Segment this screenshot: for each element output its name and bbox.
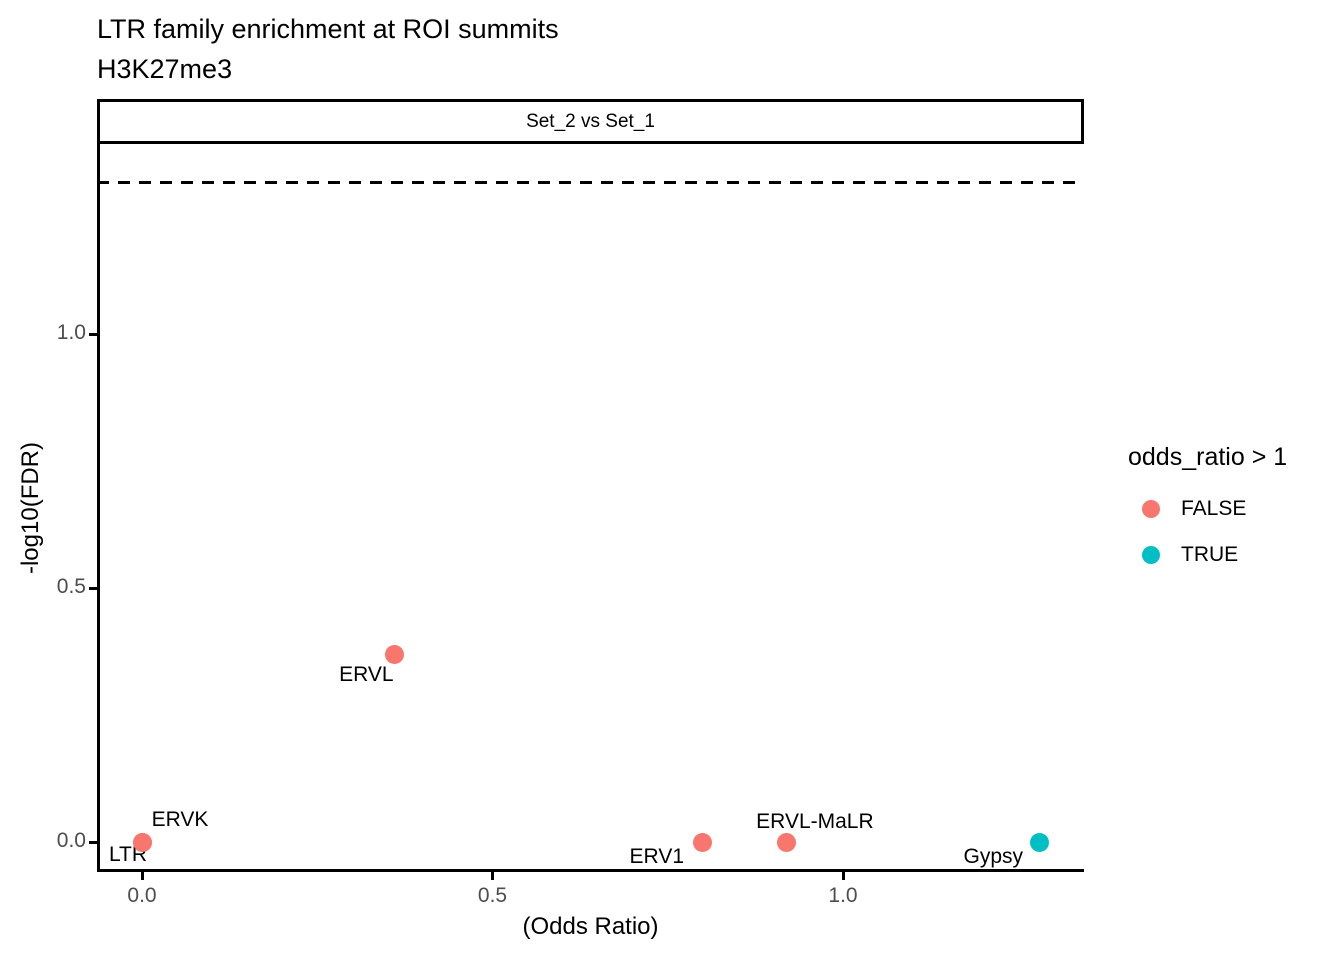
data-point-ervl-malr [777, 832, 797, 852]
point-label-ervl: ERVL [339, 663, 394, 687]
legend-item-false: FALSE [1128, 486, 1338, 532]
data-point-ervl [384, 644, 404, 664]
y-axis-title: -log10(FDR) [17, 441, 44, 575]
legend-label: FALSE [1181, 497, 1247, 520]
data-point-ervk [132, 832, 152, 852]
facet-strip-label: Set_2 vs Set_1 [526, 110, 655, 132]
facet-strip: Set_2 vs Set_1 [97, 99, 1084, 144]
x-axis-title: (Odds Ratio) [522, 913, 659, 940]
plot-title: LTR family enrichment at ROI summits [97, 14, 559, 44]
y-tick-mark [89, 840, 97, 844]
point-label-ervk: ERVK [151, 808, 209, 831]
y-tick-mark [89, 586, 97, 590]
point-label-gypsy: Gypsy [963, 845, 1024, 868]
x-tick-mark [491, 872, 494, 880]
x-tick-label: 0.0 [127, 884, 157, 907]
plot-subtitle: H3K27me3 [97, 54, 233, 84]
x-axis-line [97, 869, 1084, 872]
point-label-erv1: ERV1 [629, 845, 685, 868]
y-tick-label: 0.5 [56, 575, 86, 598]
plot-panel: LTR ERVK ERVL ERV1 ERVL-MaLR Gypsy [97, 144, 1084, 872]
significance-threshold-line [97, 180, 1084, 184]
y-axis-line [97, 144, 100, 872]
y-tick-mark [89, 332, 97, 336]
data-point-erv1 [693, 832, 713, 852]
legend-item-true: TRUE [1128, 532, 1338, 578]
x-tick-mark [841, 872, 845, 880]
y-tick-label: 1.0 [56, 321, 86, 344]
legend-items: FALSE TRUE [1128, 486, 1338, 578]
legend-label: TRUE [1181, 543, 1239, 566]
x-tick-mark [140, 872, 144, 880]
legend-swatch-false [1142, 500, 1160, 518]
x-tick-label: 0.5 [477, 884, 508, 907]
legend-swatch-true [1142, 546, 1160, 564]
legend-title: odds_ratio > 1 [1128, 443, 1288, 471]
y-tick-label: 0.0 [56, 829, 86, 852]
data-point-gypsy [1029, 832, 1049, 852]
x-tick-label: 1.0 [828, 884, 858, 907]
point-label-ervl-malr: ERVL-MaLR [756, 810, 874, 833]
legend: odds_ratio > 1 FALSE TRUE [1128, 443, 1338, 578]
